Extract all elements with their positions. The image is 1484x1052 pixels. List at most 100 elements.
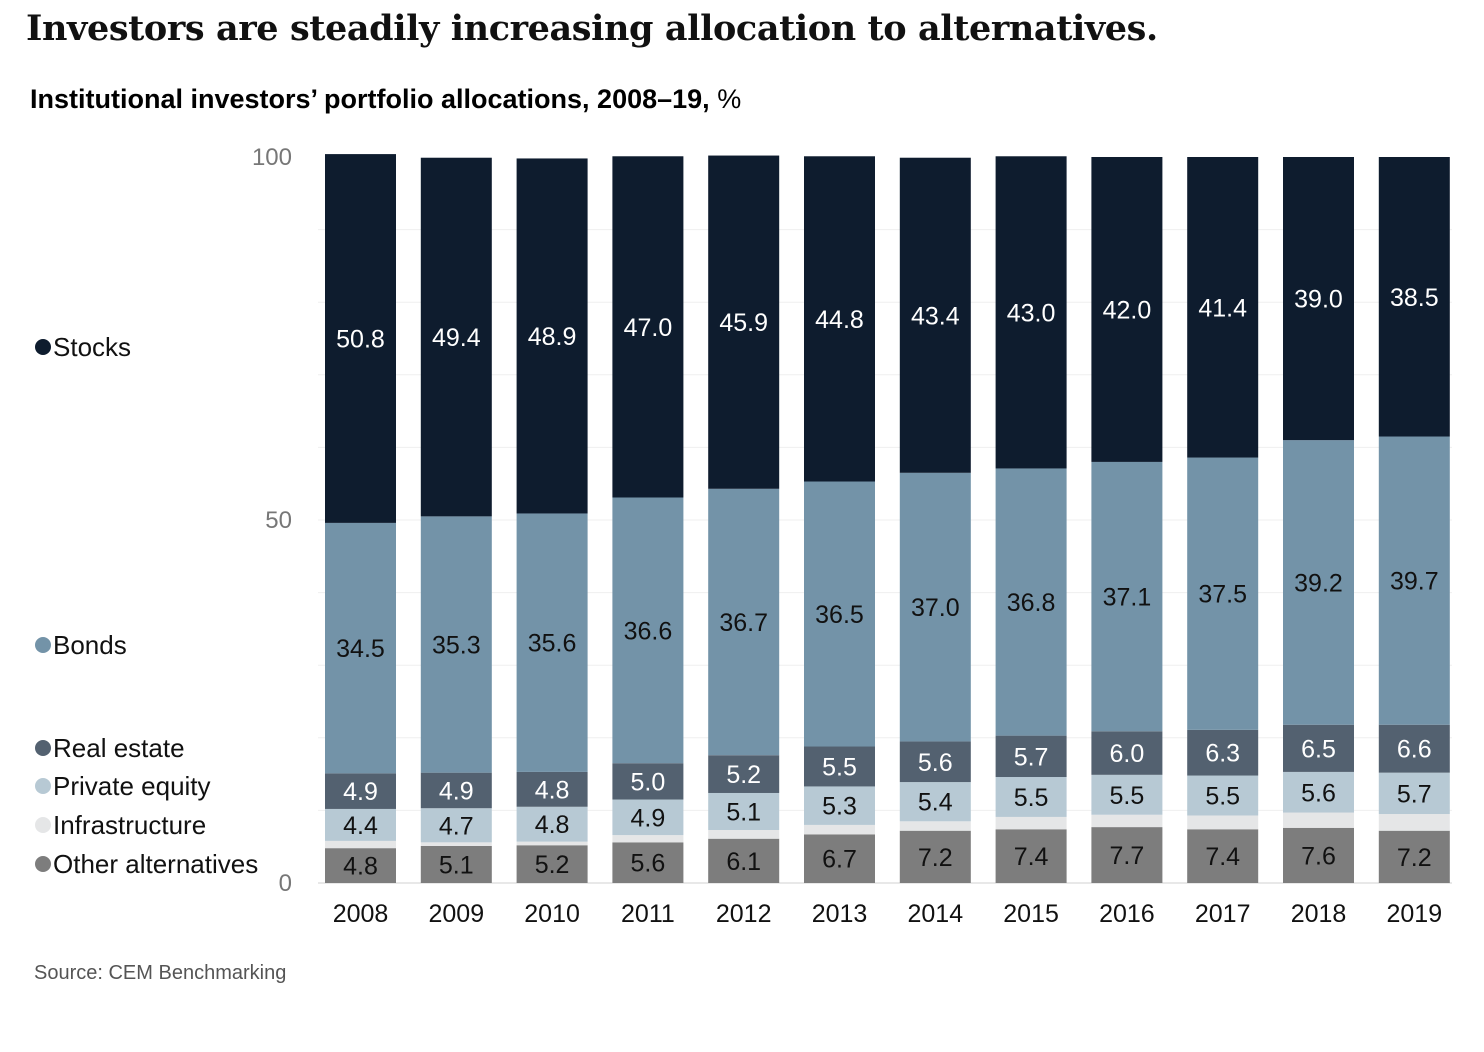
bar-segment-infrastructure — [325, 840, 396, 849]
data-label-real_estate: 6.0 — [1110, 740, 1145, 768]
chart-unit: % — [717, 84, 742, 114]
legend-label-real_estate: Real estate — [53, 733, 185, 763]
legend: Other alternatives Infrastructure Private … — [35, 332, 258, 879]
data-label-real_estate: 6.3 — [1205, 740, 1240, 768]
bar-segment-real_estate — [1187, 729, 1259, 776]
legend-dot-real_estate — [35, 740, 51, 756]
bar-segment-infrastructure — [1283, 812, 1354, 828]
legend-dot-stocks — [35, 339, 51, 355]
bar-segment-stocks — [1283, 157, 1354, 441]
bar-segment-real_estate — [899, 741, 971, 783]
data-label-stocks: 45.9 — [719, 309, 768, 337]
bar-segment-bonds — [1187, 457, 1259, 730]
chart-headline: Investors are steadily increasing alloca… — [26, 8, 1158, 49]
bar-segment-real_estate — [1091, 731, 1163, 775]
data-label-real_estate: 4.9 — [439, 777, 474, 805]
bar-segment-private_equity — [516, 806, 588, 842]
data-label-private_equity: 5.7 — [1397, 780, 1432, 808]
x-tick-label: 2016 — [1099, 900, 1155, 928]
data-label-private_equity: 4.4 — [343, 812, 378, 840]
y-tick-label: 100 — [252, 144, 292, 171]
bar-segment-private_equity — [1378, 772, 1450, 815]
data-label-stocks: 43.0 — [1007, 299, 1056, 327]
data-label-private_equity: 4.8 — [535, 811, 570, 839]
data-label-other_alternatives: 7.4 — [1205, 843, 1240, 871]
bar-segment-infrastructure — [516, 841, 588, 846]
bar-segment-other_alternatives — [1187, 829, 1259, 883]
data-label-other_alternatives: 6.7 — [822, 846, 857, 874]
x-tick-label: 2008 — [333, 900, 389, 928]
legend-dot-bonds — [35, 637, 51, 653]
bar-segment-stocks — [516, 158, 588, 514]
bar-segment-real_estate — [516, 771, 588, 807]
data-label-bonds: 37.0 — [911, 594, 960, 622]
bar-segment-bonds — [1091, 461, 1163, 732]
bar-segment-real_estate — [1378, 724, 1450, 773]
data-label-stocks: 48.9 — [528, 323, 577, 351]
x-axis: 2008 2009 2010 2011 2012 2013 2014 2015 2016 2017… — [333, 900, 1442, 928]
data-label-stocks: 44.8 — [815, 306, 864, 334]
bar-segment-private_equity — [612, 799, 684, 836]
data-label-other_alternatives: 7.4 — [1014, 843, 1049, 871]
data-label-bonds: 36.8 — [1007, 589, 1056, 617]
data-label-real_estate: 6.5 — [1301, 735, 1336, 763]
bar-segment-stocks — [1187, 157, 1259, 458]
data-label-bonds: 35.3 — [432, 632, 481, 660]
data-label-bonds: 37.5 — [1198, 581, 1247, 609]
bar-segment-infrastructure — [708, 830, 780, 839]
bar-segment-infrastructure — [995, 816, 1067, 830]
bar-segment-private_equity — [995, 777, 1067, 817]
bar-segment-real_estate — [612, 763, 684, 800]
bar-segment-infrastructure — [1378, 814, 1450, 831]
bar-segment-stocks — [1091, 157, 1163, 462]
legend-label-bonds: Bonds — [53, 630, 127, 660]
y-tick-label: 50 — [265, 507, 292, 534]
data-label-bonds: 35.6 — [528, 630, 577, 658]
bar-segment-other_alternatives — [708, 838, 780, 883]
data-label-private_equity: 5.1 — [726, 798, 761, 826]
data-label-other_alternatives: 5.2 — [535, 851, 570, 879]
bar-segment-other_alternatives — [899, 830, 971, 883]
bar-segment-bonds — [1283, 440, 1354, 725]
bar-segment-private_equity — [420, 808, 492, 843]
data-label-other_alternatives: 5.1 — [439, 851, 474, 879]
data-label-stocks: 47.0 — [624, 314, 673, 342]
bar-segment-other_alternatives — [1378, 830, 1450, 883]
data-label-real_estate: 5.7 — [1014, 743, 1049, 771]
bar-segment-stocks — [708, 155, 780, 489]
data-label-stocks: 50.8 — [336, 326, 385, 354]
data-label-private_equity: 5.5 — [1014, 784, 1049, 812]
x-tick-label: 2009 — [428, 900, 484, 928]
y-axis: 0 50 100 — [252, 144, 292, 897]
data-label-stocks: 41.4 — [1198, 294, 1247, 322]
gridlines — [318, 229, 1452, 884]
x-tick-label: 2015 — [1003, 900, 1059, 928]
bar-segment-private_equity — [1187, 775, 1259, 816]
bar-segment-bonds — [1378, 436, 1450, 725]
bar-segment-bonds — [420, 516, 492, 773]
bar-segment-private_equity — [804, 786, 875, 825]
data-label-other_alternatives: 7.6 — [1301, 842, 1336, 870]
data-label-bonds: 36.7 — [719, 609, 768, 637]
data-label-private_equity: 5.5 — [1205, 783, 1240, 811]
bar-segment-bonds — [325, 522, 396, 774]
x-tick-label: 2010 — [524, 900, 580, 928]
bar-segment-private_equity — [325, 808, 396, 841]
data-label-stocks: 39.0 — [1294, 286, 1343, 314]
data-label-bonds: 39.2 — [1294, 569, 1343, 597]
x-tick-label: 2019 — [1386, 900, 1442, 928]
data-label-other_alternatives: 7.7 — [1110, 842, 1145, 870]
data-label-private_equity: 5.6 — [1301, 779, 1336, 807]
bar-segment-stocks — [804, 156, 875, 482]
bar-segment-infrastructure — [1187, 815, 1259, 830]
data-label-bonds: 34.5 — [336, 635, 385, 663]
bar-segment-private_equity — [899, 782, 971, 822]
legend-dot-other_alternatives — [35, 856, 51, 872]
x-tick-label: 2013 — [812, 900, 868, 928]
x-tick-label: 2011 — [621, 900, 675, 928]
data-label-stocks: 43.4 — [911, 302, 960, 330]
data-label-other_alternatives: 4.8 — [343, 853, 378, 881]
data-label-real_estate: 5.6 — [918, 749, 953, 777]
data-label-other_alternatives: 5.6 — [631, 850, 666, 878]
